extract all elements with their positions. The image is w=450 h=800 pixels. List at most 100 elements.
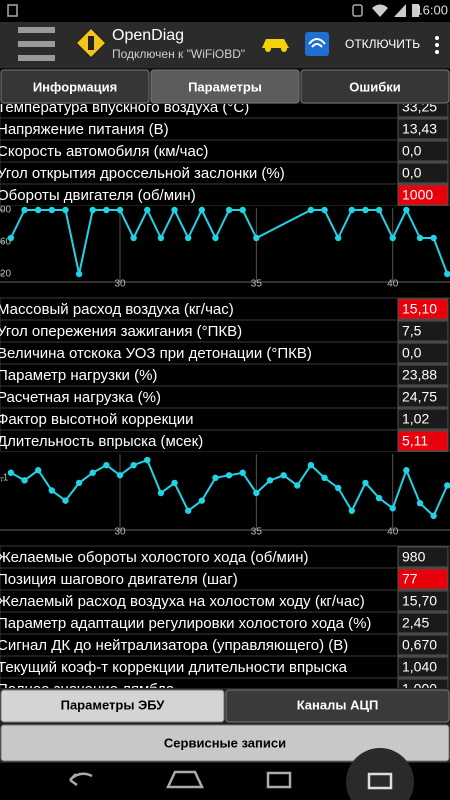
row-value: 0,0 xyxy=(402,143,422,159)
chart-point xyxy=(48,206,56,214)
bottom-tab[interactable] xyxy=(0,689,225,723)
row-label: Текущий коэф-т коррекции длительности вп… xyxy=(0,659,348,676)
chart-point xyxy=(198,206,206,214)
service-button[interactable] xyxy=(0,724,450,762)
value-cell xyxy=(397,546,449,568)
app-bar xyxy=(0,22,450,68)
recents-button[interactable] xyxy=(266,771,292,789)
dot xyxy=(435,43,439,47)
chart-point xyxy=(62,206,69,214)
row-label: Желаемый расход воздуха на холостом ходу… xyxy=(0,593,365,610)
row-label: Скорость автомобиля (км/час) xyxy=(0,143,208,160)
value-cell xyxy=(397,118,449,140)
chart-point xyxy=(334,234,342,242)
chart-point xyxy=(62,497,69,504)
chart-point xyxy=(21,477,28,484)
chart-point xyxy=(444,482,450,489)
menu-button[interactable] xyxy=(18,27,55,61)
chart-point xyxy=(21,206,28,214)
row-label: Угол открытия дроссельной заслонки (%) xyxy=(0,165,285,182)
chart-point xyxy=(294,482,301,489)
chart-point xyxy=(280,472,287,479)
row-label: Фактор высотной коррекции xyxy=(0,411,194,428)
top-tabs: Информация Параметры Ошибки xyxy=(0,68,450,104)
tab[interactable] xyxy=(150,69,300,104)
chart-point xyxy=(130,461,137,469)
chart-point xyxy=(307,206,315,214)
chart-point xyxy=(89,469,96,476)
row-value: 0,0 xyxy=(402,345,422,361)
value-cell xyxy=(397,408,449,430)
x-tick-label: 40 xyxy=(387,527,399,538)
chart-point xyxy=(307,461,315,469)
tab[interactable] xyxy=(0,69,150,104)
chart-point xyxy=(444,270,450,278)
chart-point xyxy=(184,234,192,242)
app-icon-glyph xyxy=(88,36,94,50)
x-tick-label: 40 xyxy=(387,279,399,290)
row-value: 0,670 xyxy=(402,637,437,653)
chart-point xyxy=(144,456,151,464)
chart-point xyxy=(75,270,83,278)
bottom-tabs: Параметры ЭБУ Каналы АЦП Сервисные записи xyxy=(0,688,450,763)
row-value: 1,040 xyxy=(402,659,437,675)
value-cell xyxy=(397,140,449,162)
disconnect-button[interactable]: ОТКЛЮЧИТЬ xyxy=(345,37,420,51)
bottom-tab-label: Каналы АЦП xyxy=(297,697,379,712)
x-tick-label: 35 xyxy=(251,279,263,290)
wifi-arc xyxy=(311,43,323,48)
chart-point xyxy=(7,469,15,476)
tab[interactable] xyxy=(300,69,450,104)
row-value: 13,43 xyxy=(402,121,437,137)
menu-bar xyxy=(18,55,55,61)
row-value: 1,02 xyxy=(402,411,429,427)
chart-point xyxy=(184,507,192,514)
row-value: 15,10 xyxy=(402,301,437,317)
value-cell xyxy=(397,320,449,342)
chart-point xyxy=(416,234,424,242)
overflow-menu[interactable] xyxy=(435,36,439,54)
chart-point xyxy=(89,206,96,214)
row-value: 23,88 xyxy=(402,367,437,383)
chart-point xyxy=(103,206,110,214)
dot xyxy=(435,50,439,54)
chart-point xyxy=(116,206,124,214)
value-cell xyxy=(397,298,449,320)
app-title: OpenDiag xyxy=(112,27,184,44)
tab-label: Информация xyxy=(33,79,117,94)
y-tick-label: 20 xyxy=(0,269,12,280)
tab-label: Ошибки xyxy=(349,79,400,94)
chart-point xyxy=(266,477,274,484)
menu-bar xyxy=(18,41,55,47)
row-label: Желаемые обороты холостого хода (об/мин) xyxy=(0,549,308,566)
home-button[interactable] xyxy=(166,770,204,789)
fullscreen-icon xyxy=(367,772,393,790)
chart-point xyxy=(362,479,369,487)
chart-point xyxy=(130,234,137,242)
value-cell xyxy=(397,612,449,634)
chart-point xyxy=(321,206,328,214)
chart-point xyxy=(362,206,369,214)
wifi-icon xyxy=(372,4,388,17)
car-wheel xyxy=(281,46,287,52)
battery-icon xyxy=(412,4,419,17)
chart-point xyxy=(239,206,246,214)
chart-point xyxy=(225,472,233,479)
chart-point xyxy=(430,512,437,520)
bottom-tab[interactable] xyxy=(225,689,450,723)
bottom-tab-label: Параметры ЭБУ xyxy=(61,697,166,712)
tab-label: Параметры xyxy=(188,79,262,94)
car-wheel xyxy=(265,46,271,52)
row-value: 0,0 xyxy=(402,165,422,181)
back-button[interactable] xyxy=(69,772,93,787)
menu-bar xyxy=(18,27,55,33)
row-label: Обороты двигателя (об/мин) xyxy=(0,187,196,204)
row-label: Массовый расход воздуха (кг/час) xyxy=(0,301,234,318)
row-label: Параметр нагрузки (%) xyxy=(0,367,157,384)
chart-point xyxy=(116,472,124,479)
value-cell xyxy=(397,364,449,386)
value-cell xyxy=(397,184,449,206)
chart-point xyxy=(389,234,396,242)
